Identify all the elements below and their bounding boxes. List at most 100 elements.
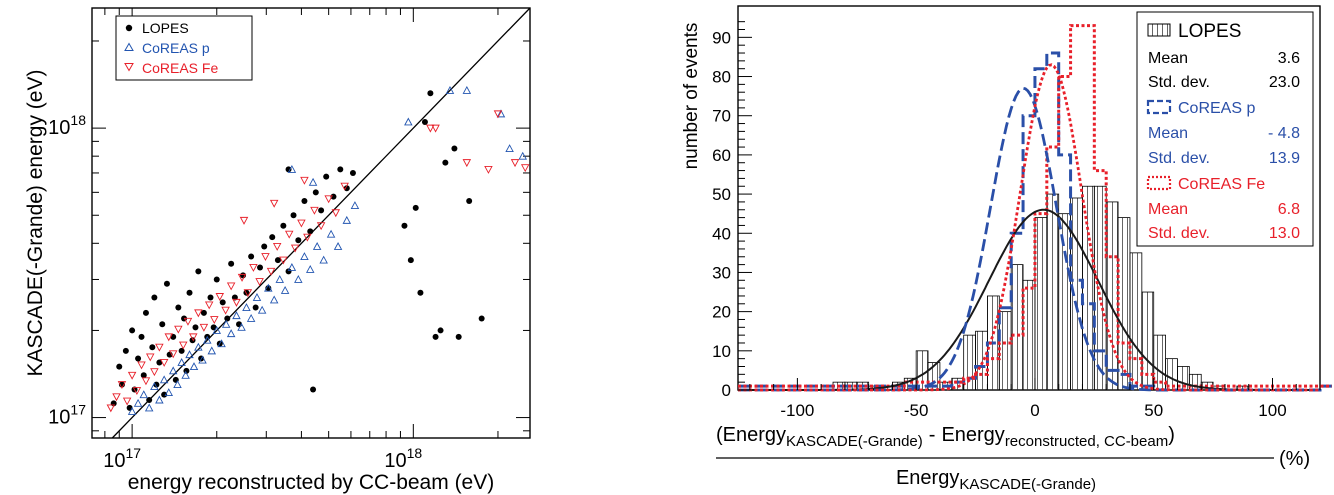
point — [349, 169, 356, 176]
point — [195, 268, 202, 275]
point — [164, 388, 174, 397]
x-tick-label: -100 — [780, 401, 814, 420]
y-tick-label: 80 — [712, 68, 731, 87]
fit-coreas-fe — [738, 63, 1320, 392]
point — [212, 325, 222, 334]
point — [198, 355, 207, 364]
point — [226, 329, 236, 338]
point — [202, 335, 212, 344]
point — [155, 395, 164, 404]
point — [122, 397, 132, 406]
point — [310, 386, 317, 393]
point — [257, 305, 267, 314]
point — [204, 301, 214, 310]
series-lopes — [110, 90, 485, 411]
point — [239, 216, 249, 225]
point — [264, 283, 273, 292]
y-tick-label: 1017 — [48, 402, 86, 429]
point — [232, 298, 241, 307]
point — [138, 333, 145, 340]
point — [417, 289, 424, 296]
point — [284, 230, 294, 239]
point — [243, 289, 253, 298]
histogram-panel: -100 -50 0 50 100 0 10 20 30 40 50 60 70 80 90 number … — [681, 5, 1332, 493]
point — [164, 333, 174, 342]
legend-swatch-coreas-p — [1146, 99, 1172, 115]
point — [219, 299, 226, 306]
point — [252, 304, 259, 311]
point — [122, 347, 129, 354]
point — [132, 387, 142, 395]
point — [269, 295, 279, 304]
point — [466, 198, 473, 205]
step-coreas-fe — [738, 24, 1332, 388]
point — [404, 117, 413, 126]
histogram-bar — [1046, 193, 1060, 391]
lopes-std-label: Std. dev. — [1148, 74, 1210, 91]
legend-label-coreas-p: CoREAS p — [142, 40, 210, 56]
point — [116, 363, 123, 370]
point — [117, 381, 127, 390]
x-tick-label: 100 — [1258, 401, 1286, 420]
point — [174, 325, 183, 334]
x-tick-label: 0 — [1030, 401, 1039, 420]
histogram-y-axis-label: number of events — [681, 23, 702, 170]
point — [493, 110, 503, 119]
y-tick-label: 50 — [712, 185, 731, 204]
point — [437, 327, 444, 334]
legend-label-lopes-hist: LOPES — [1178, 21, 1241, 42]
point — [159, 359, 169, 367]
point — [350, 201, 360, 210]
point — [210, 324, 217, 331]
point — [518, 151, 527, 160]
point — [168, 350, 178, 359]
point — [484, 165, 493, 174]
point — [324, 195, 333, 204]
point — [194, 342, 203, 351]
point — [287, 263, 297, 271]
histogram-bar — [1022, 279, 1036, 391]
lopes-mean-label: Mean — [1148, 50, 1188, 67]
point — [431, 124, 440, 133]
point — [451, 145, 458, 152]
point — [442, 159, 449, 166]
point — [163, 280, 170, 287]
point — [207, 346, 217, 355]
legend-swatch-coreas-fe — [1146, 175, 1172, 191]
coreas-p-std-label: Std. dev. — [1148, 150, 1210, 167]
y-tick-label: 10 — [712, 342, 731, 361]
point — [127, 371, 137, 380]
point — [141, 377, 151, 386]
point — [135, 355, 142, 362]
histogram-x-axis-label: (EnergyKASCADE(-Grande) - Energyreconstruc… — [716, 424, 1310, 493]
scatter-panel: 1017 1018 1017 1018 energy reconstructed by… — [24, 7, 531, 494]
point — [407, 257, 414, 264]
point — [427, 90, 434, 97]
point — [432, 333, 439, 340]
point — [226, 282, 236, 291]
point — [462, 159, 472, 168]
point — [106, 404, 116, 413]
point — [232, 311, 241, 320]
point — [290, 212, 297, 219]
point — [133, 398, 143, 407]
point — [269, 234, 276, 241]
x-tick-label: 50 — [1144, 401, 1163, 420]
point — [181, 370, 190, 379]
y-tick-label: 60 — [712, 146, 731, 165]
series-coreas-p — [127, 85, 527, 415]
point — [261, 243, 268, 250]
point — [269, 199, 279, 208]
point — [161, 391, 168, 398]
point — [310, 206, 319, 215]
x-tick-label: 1018 — [384, 445, 422, 472]
point — [275, 275, 285, 283]
point — [295, 237, 302, 244]
point — [237, 273, 247, 282]
histogram-bar — [1082, 185, 1095, 391]
point — [274, 257, 281, 264]
histogram-bar — [1117, 217, 1131, 391]
histogram-lines — [738, 24, 1332, 392]
point — [280, 285, 290, 294]
